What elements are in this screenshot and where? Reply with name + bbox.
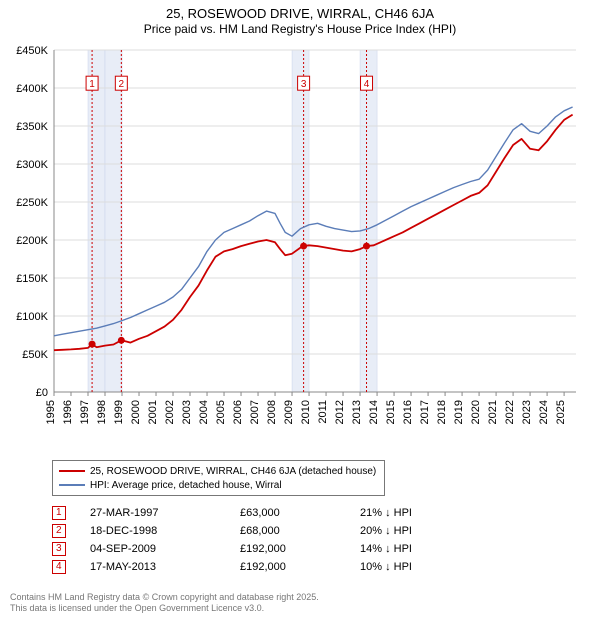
transaction-index: 1 (52, 504, 90, 522)
svg-text:2004: 2004 (198, 400, 210, 424)
legend-label: HPI: Average price, detached house, Wirr… (90, 480, 282, 491)
svg-text:£0: £0 (36, 387, 48, 399)
transaction-date: 27-MAR-1997 (90, 504, 240, 522)
svg-text:1996: 1996 (62, 400, 74, 424)
svg-text:2003: 2003 (181, 400, 193, 424)
svg-text:1999: 1999 (113, 400, 125, 424)
svg-text:2023: 2023 (521, 400, 533, 424)
svg-text:1997: 1997 (79, 400, 91, 424)
svg-text:£400K: £400K (16, 83, 48, 95)
svg-text:£150K: £150K (16, 273, 48, 285)
table-row: 127-MAR-1997£63,00021% ↓ HPI (52, 504, 490, 522)
transaction-index: 3 (52, 540, 90, 558)
legend-label: 25, ROSEWOOD DRIVE, WIRRAL, CH46 6JA (de… (90, 466, 376, 477)
svg-text:2000: 2000 (130, 400, 142, 424)
table-row: 218-DEC-1998£68,00020% ↓ HPI (52, 522, 490, 540)
footer-line-1: Contains HM Land Registry data © Crown c… (10, 592, 319, 603)
transaction-delta: 14% ↓ HPI (360, 540, 490, 558)
transaction-price: £192,000 (240, 558, 360, 576)
transaction-price: £63,000 (240, 504, 360, 522)
svg-text:3: 3 (301, 79, 307, 90)
transaction-price: £68,000 (240, 522, 360, 540)
transaction-delta: 21% ↓ HPI (360, 504, 490, 522)
svg-text:2005: 2005 (215, 400, 227, 424)
svg-text:2018: 2018 (436, 400, 448, 424)
svg-text:2015: 2015 (385, 400, 397, 424)
legend-item: 25, ROSEWOOD DRIVE, WIRRAL, CH46 6JA (de… (59, 464, 376, 478)
svg-text:£300K: £300K (16, 159, 48, 171)
title-sub: Price paid vs. HM Land Registry's House … (0, 22, 600, 36)
svg-text:£250K: £250K (16, 197, 48, 209)
footer-line-2: This data is licensed under the Open Gov… (10, 603, 319, 614)
svg-text:2006: 2006 (232, 400, 244, 424)
transaction-index: 4 (52, 558, 90, 576)
transaction-delta: 10% ↓ HPI (360, 558, 490, 576)
footer-text: Contains HM Land Registry data © Crown c… (10, 592, 319, 615)
svg-text:2016: 2016 (402, 400, 414, 424)
svg-text:£100K: £100K (16, 311, 48, 323)
svg-text:2010: 2010 (300, 400, 312, 424)
svg-text:2014: 2014 (368, 400, 380, 424)
price-chart: £0£50K£100K£150K£200K£250K£300K£350K£400… (50, 46, 580, 426)
svg-text:2001: 2001 (147, 400, 159, 424)
table-row: 304-SEP-2009£192,00014% ↓ HPI (52, 540, 490, 558)
svg-text:2021: 2021 (487, 400, 499, 424)
svg-text:£50K: £50K (22, 349, 48, 361)
svg-text:2009: 2009 (283, 400, 295, 424)
transaction-date: 17-MAY-2013 (90, 558, 240, 576)
legend-item: HPI: Average price, detached house, Wirr… (59, 478, 376, 492)
svg-text:1995: 1995 (45, 400, 57, 424)
table-row: 417-MAY-2013£192,00010% ↓ HPI (52, 558, 490, 576)
transaction-date: 04-SEP-2009 (90, 540, 240, 558)
transaction-delta: 20% ↓ HPI (360, 522, 490, 540)
title-main: 25, ROSEWOOD DRIVE, WIRRAL, CH46 6JA (0, 6, 600, 21)
svg-text:2011: 2011 (317, 400, 329, 424)
chart-legend: 25, ROSEWOOD DRIVE, WIRRAL, CH46 6JA (de… (52, 460, 385, 496)
transaction-index: 2 (52, 522, 90, 540)
svg-text:2013: 2013 (351, 400, 363, 424)
transaction-date: 18-DEC-1998 (90, 522, 240, 540)
svg-text:£450K: £450K (16, 45, 48, 57)
svg-text:2: 2 (119, 79, 125, 90)
transaction-price: £192,000 (240, 540, 360, 558)
transactions-table: 127-MAR-1997£63,00021% ↓ HPI218-DEC-1998… (52, 504, 490, 576)
svg-text:2012: 2012 (334, 400, 346, 424)
legend-swatch-property (59, 470, 85, 472)
svg-text:1: 1 (89, 79, 95, 90)
svg-text:2022: 2022 (504, 400, 516, 424)
svg-text:2025: 2025 (555, 400, 567, 424)
svg-text:2007: 2007 (249, 400, 261, 424)
svg-text:1998: 1998 (96, 400, 108, 424)
svg-text:2020: 2020 (470, 400, 482, 424)
svg-text:2019: 2019 (453, 400, 465, 424)
svg-text:£350K: £350K (16, 121, 48, 133)
svg-text:2017: 2017 (419, 400, 431, 424)
svg-text:2008: 2008 (266, 400, 278, 424)
svg-text:£200K: £200K (16, 235, 48, 247)
legend-swatch-hpi (59, 484, 85, 486)
svg-text:2002: 2002 (164, 400, 176, 424)
svg-text:2024: 2024 (538, 400, 550, 424)
svg-text:4: 4 (364, 79, 370, 90)
